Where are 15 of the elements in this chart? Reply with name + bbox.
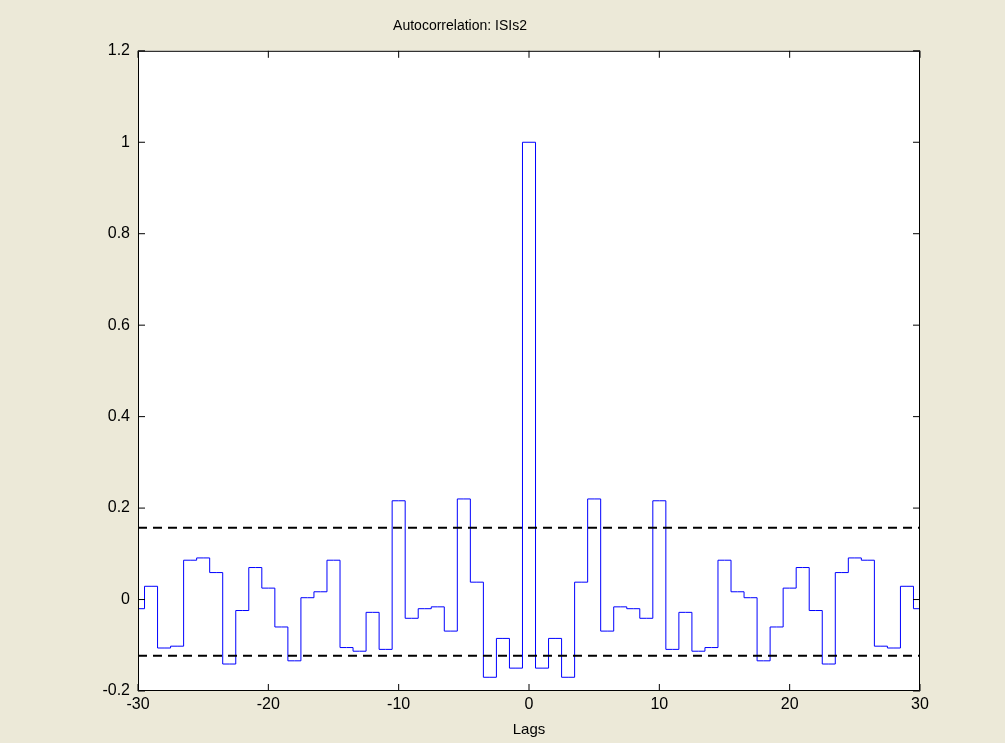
x-tick-label: 20 <box>780 695 799 713</box>
chart-title: Autocorrelation: ISIs2 <box>393 17 528 34</box>
y-tick-label: 0.8 <box>107 224 131 242</box>
x-tick-label: 30 <box>911 695 929 713</box>
y-tick-label: 1 <box>121 132 131 150</box>
y-tick-label: 0 <box>121 589 131 607</box>
y-tick-label: 0.2 <box>107 498 131 516</box>
x-tick-label: -20 <box>256 695 280 713</box>
y-tick-label: 1.2 <box>107 41 131 59</box>
x-tick-label: 0 <box>524 695 534 713</box>
x-tick-label: 10 <box>650 695 669 713</box>
y-tick-label: 0.6 <box>107 315 131 333</box>
x-tick-label: -10 <box>387 695 411 713</box>
x-axis-title: Lags <box>512 720 546 738</box>
y-tick-label: 0.4 <box>107 407 131 425</box>
